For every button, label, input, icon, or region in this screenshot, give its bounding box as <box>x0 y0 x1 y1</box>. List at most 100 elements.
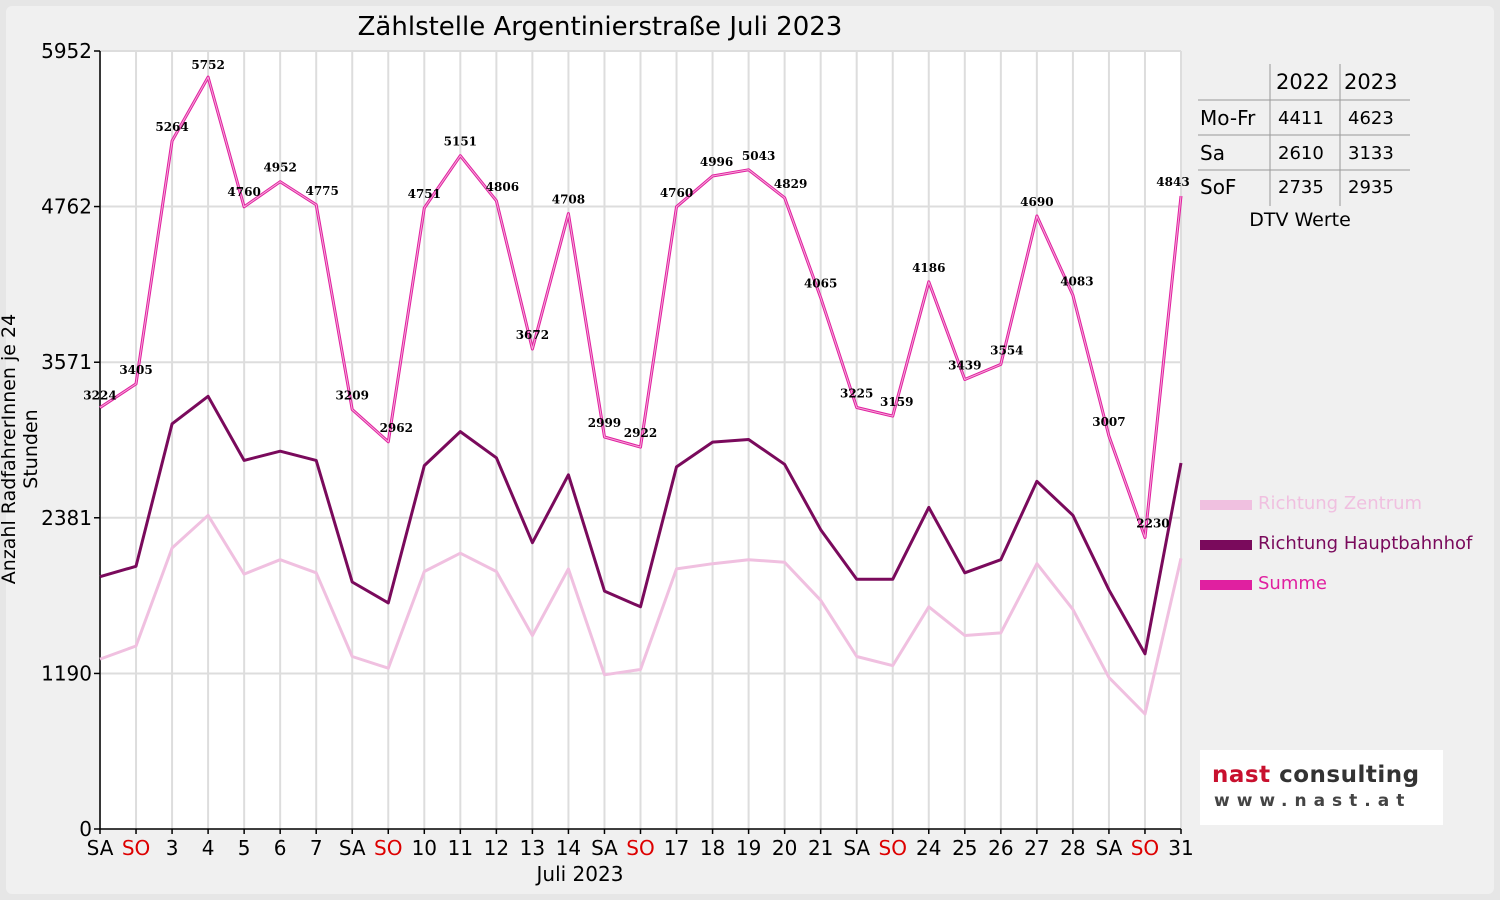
logo-url: www.nast.at <box>1214 791 1412 811</box>
x-tick-label: 20 <box>772 836 797 860</box>
x-tick-label: 4 <box>202 836 215 860</box>
nast-consulting-logo: nast consulting www.nast.at <box>1200 750 1443 825</box>
legend-item-summe: Summe <box>1198 573 1498 597</box>
x-tick-label: SO <box>374 836 402 860</box>
x-tick-label: 7 <box>310 836 323 860</box>
dtv-row-label: Sa <box>1200 141 1225 165</box>
data-label-summe: 3224 <box>83 389 116 403</box>
data-label-summe: 3225 <box>840 386 873 400</box>
x-tick-label: 12 <box>484 836 509 860</box>
dtv-cell: 3133 <box>1348 143 1394 164</box>
data-label-summe: 5752 <box>191 58 224 72</box>
x-tick-label: 17 <box>664 836 689 860</box>
x-tick-label: SA <box>1096 836 1123 860</box>
chart-title: Zählstelle Argentinierstraße Juli 2023 <box>357 12 843 42</box>
data-label-summe: 3439 <box>948 358 981 372</box>
x-tick-label: SO <box>626 836 654 860</box>
data-label-summe: 4751 <box>408 187 441 201</box>
x-tick-label: SA <box>843 836 870 860</box>
x-tick-label: SO <box>1131 836 1159 860</box>
data-label-summe: 3209 <box>336 389 369 403</box>
data-label-summe: 2962 <box>380 421 413 435</box>
data-label-summe: 3159 <box>880 395 913 409</box>
x-tick-label: 10 <box>412 836 437 860</box>
x-tick-label: 5 <box>238 836 251 860</box>
x-tick-label: 25 <box>952 836 977 860</box>
data-label-summe: 5264 <box>155 120 188 134</box>
x-tick-label: 31 <box>1168 836 1193 860</box>
legend-swatch-hauptbahnhof <box>1200 540 1252 550</box>
x-tick-label: 26 <box>988 836 1013 860</box>
x-tick-label: SO <box>122 836 150 860</box>
legend-swatch-zentrum <box>1200 500 1252 510</box>
data-label-summe: 4083 <box>1060 274 1093 288</box>
data-label-summe: 4760 <box>660 186 693 200</box>
logo-consulting: consulting <box>1279 762 1420 788</box>
y-tick-label: 2381 <box>41 506 92 530</box>
axis-layer: 0 1190 2381 3571 4762 5952 SA SO 3 4 5 6 7 SA SO 10 11 12… <box>41 39 1194 860</box>
x-tick-label: 13 <box>520 836 545 860</box>
data-label-summe: 4760 <box>227 185 260 199</box>
data-label-summe: 3554 <box>990 343 1023 357</box>
x-tick-label: SA <box>87 836 114 860</box>
dtv-cell: 2610 <box>1278 143 1324 164</box>
data-label-summe: 4065 <box>804 277 837 291</box>
x-tick-label: 18 <box>700 836 725 860</box>
dtv-header-2023: 2023 <box>1344 70 1398 94</box>
data-label-summe: 5151 <box>444 135 477 149</box>
x-tick-label: 19 <box>736 836 761 860</box>
dtv-row-label: Mo-Fr <box>1200 106 1256 130</box>
y-tick-label: 5952 <box>41 39 92 63</box>
data-label-summe: 4806 <box>486 180 519 194</box>
data-label-summe: 4843 <box>1156 175 1189 189</box>
dtv-cell: 4623 <box>1348 108 1394 129</box>
data-label-summe: 4996 <box>700 155 733 169</box>
x-tick-label: 6 <box>274 836 287 860</box>
data-label-summe: 4952 <box>263 161 296 175</box>
data-label-summe: 4775 <box>305 184 338 198</box>
x-tick-label: 3 <box>166 836 179 860</box>
data-label-summe: 3405 <box>119 363 152 377</box>
legend-label-summe: Summe <box>1258 573 1327 594</box>
series-layer <box>99 75 1183 716</box>
legend-item-zentrum: Richtung Zentrum <box>1198 493 1498 517</box>
x-tick-label: 14 <box>556 836 581 860</box>
dtv-header-2022: 2022 <box>1276 70 1330 94</box>
dtv-caption: DTV Werte <box>1249 209 1351 231</box>
data-label-summe: 3007 <box>1092 415 1125 429</box>
y-tick-label: 1190 <box>41 661 92 685</box>
x-tick-label: SA <box>591 836 618 860</box>
series-line-1 <box>99 394 1183 656</box>
data-label-summe: 2922 <box>624 426 657 440</box>
logo-nast: nast <box>1212 762 1271 788</box>
data-label-summe: 4708 <box>552 193 585 207</box>
legend-label-hauptbahnhof: Richtung Hauptbahnhof <box>1258 533 1473 554</box>
series-line-0 <box>99 513 1183 716</box>
data-label-summe: 5043 <box>742 149 775 163</box>
y-tick-label: 0 <box>79 817 92 841</box>
data-label-summe: 4829 <box>774 177 807 191</box>
x-tick-label: 21 <box>808 836 833 860</box>
logo-wordmark: nast consulting <box>1212 762 1420 788</box>
x-tick-label: 24 <box>916 836 941 860</box>
legend-item-hauptbahnhof: Richtung Hauptbahnhof <box>1198 533 1498 557</box>
data-label-summe: 4690 <box>1020 195 1053 209</box>
dtv-cell: 2935 <box>1348 177 1394 198</box>
series-line-highlight <box>99 76 1182 538</box>
x-axis-label: Juli 2023 <box>536 862 624 886</box>
x-tick-label: 11 <box>448 836 473 860</box>
legend-label-zentrum: Richtung Zentrum <box>1258 493 1423 514</box>
data-label-layer: 3224340552645752476049524775320929624751… <box>83 58 1189 530</box>
x-tick-label: 28 <box>1060 836 1085 860</box>
data-label-summe: 2999 <box>588 416 621 430</box>
dtv-row-label: SoF <box>1200 175 1237 199</box>
legend-swatch-summe <box>1200 580 1252 590</box>
data-label-summe: 3672 <box>516 328 549 342</box>
data-label-summe: 2230 <box>1136 517 1169 531</box>
dtv-cell: 4411 <box>1278 108 1324 129</box>
y-tick-label: 4762 <box>41 195 92 219</box>
y-tick-label: 3571 <box>41 350 92 374</box>
x-tick-label: 27 <box>1024 836 1049 860</box>
